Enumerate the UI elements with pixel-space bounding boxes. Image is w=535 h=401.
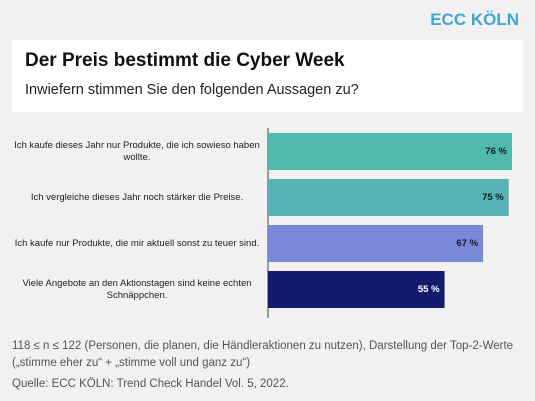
title-box [12, 40, 523, 112]
bar [268, 179, 509, 216]
value-label: 75 % [482, 192, 504, 203]
value-label: 55 % [418, 284, 440, 295]
footnote: 118 ≤ n ≤ 122 (Personen, die planen, die… [12, 340, 514, 369]
bar [268, 225, 484, 262]
value-label: 67 % [456, 238, 478, 249]
brand: ECC KÖLN [430, 10, 519, 29]
chart-title: Der Preis bestimmt die Cyber Week [25, 50, 345, 71]
category-label: Ich vergleiche dieses Jahr noch stärker … [30, 191, 244, 203]
category-label: Ich kaufe nur Produkte, die mir aktuell … [14, 237, 260, 249]
bar [268, 133, 512, 170]
category-label: Viele Angebote an den Aktionstagen sind … [22, 277, 252, 301]
value-label: 76 % [485, 146, 507, 157]
category-label: Ich kaufe dieses Jahr nur Produkte, die … [14, 139, 260, 163]
bar [268, 271, 445, 308]
chart-subtitle: Inwiefern stimmen Sie den folgenden Auss… [25, 82, 359, 98]
source: Quelle: ECC KÖLN: Trend Check Handel Vol… [12, 378, 289, 390]
